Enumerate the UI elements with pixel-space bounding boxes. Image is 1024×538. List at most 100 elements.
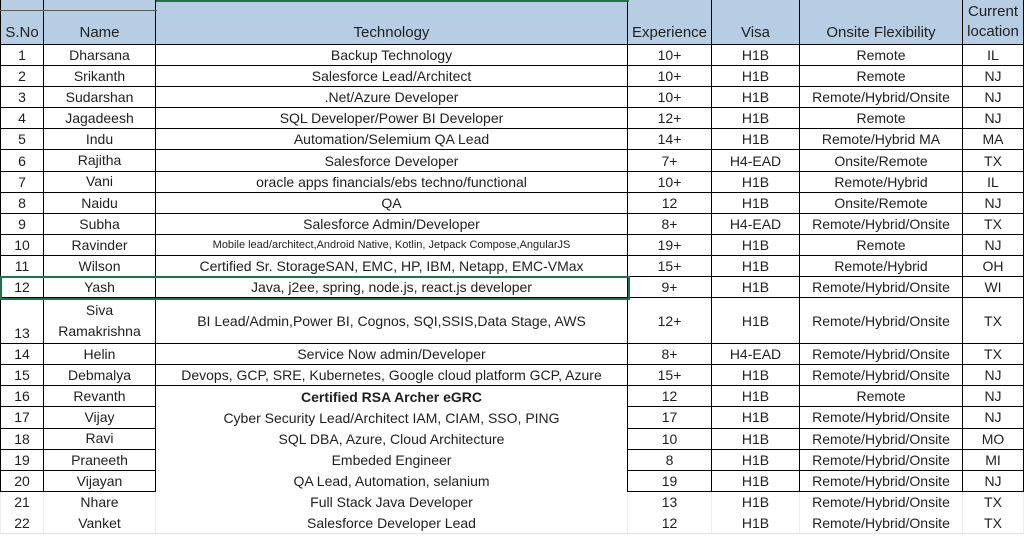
cell-technology[interactable]: QA: [156, 192, 628, 214]
cell-experience[interactable]: 9+: [628, 277, 712, 299]
cell-experience[interactable]: 10+: [628, 66, 712, 88]
cell-sno[interactable]: 6: [0, 150, 44, 172]
cell-sno[interactable]: 12: [0, 277, 44, 299]
header-cell-visa[interactable]: Visa: [712, 0, 800, 45]
cell-current-location[interactable]: NJ: [963, 407, 1024, 429]
cell-visa[interactable]: H1B: [712, 255, 800, 278]
header-cell-name[interactable]: Name: [44, 0, 156, 45]
cell-visa[interactable]: H1B: [712, 171, 800, 193]
cell-name[interactable]: Vijay: [44, 407, 156, 429]
cell-experience[interactable]: 12+: [628, 108, 712, 130]
cell-experience[interactable]: 10+: [628, 45, 712, 67]
cell-experience[interactable]: 8: [628, 449, 712, 471]
cell-onsite-flexibility[interactable]: Remote/Hybrid/Onsite: [800, 407, 963, 429]
cell-technology[interactable]: Automation/Selemium QA Lead: [156, 129, 628, 151]
cell-visa[interactable]: H1B: [712, 108, 800, 130]
cell-technology[interactable]: Salesforce Admin/Developer: [156, 213, 628, 235]
cell-experience[interactable]: 19: [628, 470, 712, 492]
cell-onsite-flexibility[interactable]: Remote/Hybrid/Onsite: [800, 213, 963, 235]
header-cell-current-location[interactable]: Current location: [963, 0, 1024, 45]
cell-experience[interactable]: 12: [628, 386, 712, 408]
cell-onsite-flexibility[interactable]: Remote/Hybrid/Onsite: [800, 277, 963, 299]
cell-visa[interactable]: H1B: [712, 192, 800, 214]
cell-onsite-flexibility[interactable]: Remote/Hybrid: [800, 255, 963, 278]
cell-sno[interactable]: 14: [0, 344, 44, 366]
cell-technology[interactable]: Java, j2ee, spring, node.js, react.js de…: [156, 277, 628, 299]
cell-technology[interactable]: Full Stack Java Developer: [156, 491, 628, 513]
cell-experience[interactable]: 10+: [628, 87, 712, 109]
cell-onsite-flexibility[interactable]: Remote: [800, 386, 963, 408]
cell-experience[interactable]: 10+: [628, 171, 712, 193]
cell-visa[interactable]: H1B: [712, 407, 800, 429]
cell-current-location[interactable]: TX: [963, 298, 1024, 345]
cell-visa[interactable]: H1B: [712, 66, 800, 88]
cell-sno[interactable]: 15: [0, 365, 44, 387]
cell-current-location[interactable]: TX: [963, 344, 1024, 366]
cell-experience[interactable]: 7+: [628, 150, 712, 172]
cell-visa[interactable]: H1B: [712, 428, 800, 450]
header-cell-onsite-flexibility[interactable]: Onsite Flexibility: [800, 0, 963, 45]
cell-current-location[interactable]: TX: [963, 491, 1024, 513]
cell-experience[interactable]: 12+: [628, 298, 712, 345]
cell-technology[interactable]: Devops, GCP, SRE, Kubernetes, Google clo…: [156, 365, 628, 387]
cell-sno[interactable]: 17: [0, 407, 44, 429]
cell-sno[interactable]: 1: [0, 45, 44, 67]
cell-name[interactable]: Debmalya: [44, 365, 156, 387]
cell-sno[interactable]: 3: [0, 87, 44, 109]
cell-sno[interactable]: 5: [0, 129, 44, 151]
cell-experience[interactable]: 10: [628, 428, 712, 450]
cell-onsite-flexibility[interactable]: Remote/Hybrid: [800, 171, 963, 193]
cell-experience[interactable]: 19+: [628, 234, 712, 256]
cell-technology[interactable]: oracle apps financials/ebs techno/functi…: [156, 171, 628, 193]
cell-current-location[interactable]: NJ: [963, 66, 1024, 88]
cell-name[interactable]: Rajitha: [44, 150, 156, 172]
cell-onsite-flexibility[interactable]: Remote/Hybrid/Onsite: [800, 87, 963, 109]
cell-name[interactable]: Vijayan: [44, 470, 156, 492]
cell-onsite-flexibility[interactable]: Remote: [800, 234, 963, 256]
cell-current-location[interactable]: MI: [963, 449, 1024, 471]
cell-visa[interactable]: H1B: [712, 512, 800, 534]
cell-onsite-flexibility[interactable]: Remote/Hybrid/Onsite: [800, 491, 963, 513]
cell-name[interactable]: Revanth: [44, 386, 156, 408]
header-cell-technology[interactable]: Technology: [156, 0, 628, 45]
cell-name[interactable]: Jagadeesh: [44, 108, 156, 130]
cell-current-location[interactable]: MA: [963, 129, 1024, 151]
cell-current-location[interactable]: OH: [963, 255, 1024, 278]
cell-onsite-flexibility[interactable]: Onsite/Remote: [800, 150, 963, 172]
cell-experience[interactable]: 8+: [628, 344, 712, 366]
cell-name[interactable]: Sudarshan: [44, 87, 156, 109]
cell-name[interactable]: Yash: [44, 277, 156, 299]
cell-sno[interactable]: 13: [0, 298, 44, 345]
cell-visa[interactable]: H1B: [712, 298, 800, 345]
cell-visa[interactable]: H1B: [712, 234, 800, 256]
cell-visa[interactable]: H1B: [712, 386, 800, 408]
cell-technology[interactable]: Certified Sr. StorageSAN, EMC, HP, IBM, …: [156, 255, 628, 278]
cell-name[interactable]: Ravi: [44, 428, 156, 450]
cell-experience[interactable]: 14+: [628, 129, 712, 151]
cell-name[interactable]: Subha: [44, 213, 156, 235]
cell-name[interactable]: Vanket: [44, 512, 156, 534]
cell-sno[interactable]: 9: [0, 213, 44, 235]
cell-visa[interactable]: H1B: [712, 470, 800, 492]
cell-technology[interactable]: BI Lead/Admin,Power BI, Cognos, SQI,SSIS…: [156, 298, 628, 345]
cell-experience[interactable]: 12: [628, 192, 712, 214]
cell-technology[interactable]: Salesforce Developer Lead: [156, 512, 628, 534]
cell-onsite-flexibility[interactable]: Remote/Hybrid/Onsite: [800, 428, 963, 450]
cell-visa[interactable]: H1B: [712, 365, 800, 387]
cell-sno[interactable]: 22: [0, 512, 44, 534]
cell-current-location[interactable]: NJ: [963, 87, 1024, 109]
cell-technology[interactable]: Salesforce Developer: [156, 150, 628, 172]
cell-current-location[interactable]: NJ: [963, 234, 1024, 256]
cell-technology[interactable]: .Net/Azure Developer: [156, 87, 628, 109]
cell-visa[interactable]: H1B: [712, 129, 800, 151]
cell-sno[interactable]: 11: [0, 255, 44, 278]
cell-sno[interactable]: 21: [0, 491, 44, 513]
cell-visa[interactable]: H4-EAD: [712, 150, 800, 172]
cell-current-location[interactable]: NJ: [963, 365, 1024, 387]
cell-onsite-flexibility[interactable]: Remote/Hybrid/Onsite: [800, 512, 963, 534]
cell-name[interactable]: Naidu: [44, 192, 156, 214]
cell-current-location[interactable]: NJ: [963, 386, 1024, 408]
cell-visa[interactable]: H4-EAD: [712, 344, 800, 366]
cell-experience[interactable]: 15+: [628, 365, 712, 387]
cell-visa[interactable]: H1B: [712, 87, 800, 109]
